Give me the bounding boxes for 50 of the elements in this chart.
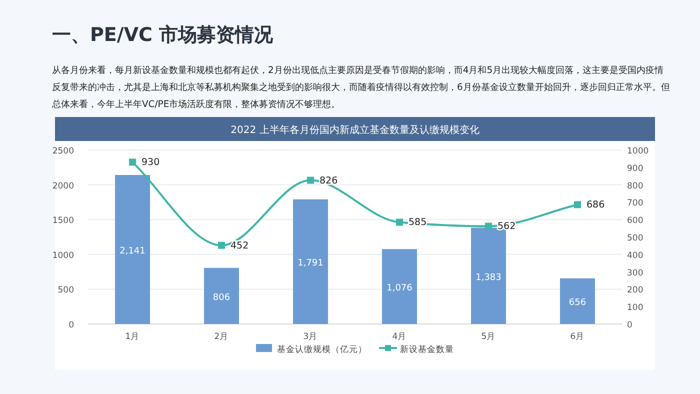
chart-title: 2022 上半年各月份国内新成立基金数量及认缴规模变化 <box>230 124 480 136</box>
y2-tick-label: 500 <box>627 234 644 244</box>
bar <box>204 268 239 324</box>
y2-tick-label: 600 <box>627 216 644 226</box>
bar <box>115 174 150 324</box>
y2-tick-label: 300 <box>627 268 644 278</box>
data-label: 452 <box>230 240 249 252</box>
y-tick-label: 2000 <box>52 181 74 192</box>
bar <box>471 228 506 324</box>
data-label: 1,076 <box>386 284 413 294</box>
data-label: 2,141 <box>120 246 146 256</box>
x-tick-label: 3月 <box>303 332 318 342</box>
y2-tick-label: 200 <box>627 286 644 296</box>
y-tick-label: 500 <box>58 286 74 296</box>
x-tick-label: 1月 <box>125 332 140 342</box>
y-tick-label: 1000 <box>52 250 74 261</box>
point <box>396 218 403 226</box>
legend-label: 新设基金数量 <box>400 344 454 355</box>
point <box>218 242 225 249</box>
x-tick-label: 2月 <box>214 332 229 342</box>
data-label: 686 <box>586 200 605 211</box>
y2-tick-label: 100 <box>627 303 644 314</box>
point <box>574 201 581 208</box>
data-label: 930 <box>142 157 160 168</box>
bar <box>382 249 417 324</box>
y2-tick-label: 0 <box>627 320 632 330</box>
y-tick-label: 2500 <box>52 146 74 156</box>
text: 一、PE/VC 市场募资情况 <box>52 23 274 48</box>
x-tick-label: 6月 <box>570 332 585 342</box>
x-tick-label: 4月 <box>392 332 407 342</box>
bar <box>560 278 595 324</box>
y-tick-label: 0 <box>68 320 74 330</box>
data-label: 826 <box>320 175 338 186</box>
data-label: 656 <box>568 298 586 308</box>
text: 从各月份来看，每月新设基金数量和规模也都有起伏，2月份出现低点主要原因是受春节假期的影响，而4月和5月出现较大幅度回落，这主要是受国内疫情反复带来的冲击，尤其是上海和北京等私募机构聚集之地受到的影响很大，而随着疫情得以有效控制，6月份基金设立数量开始回升，逐步回归正常水平。但总体来看，今年上半年VC/PE市场活跃度有限，整体募资情况不够理想。 <box>52 64 671 112</box>
data-label: 1,383 <box>476 272 502 283</box>
data-label: 1,791 <box>298 258 324 269</box>
legend-label: 基金认缴规模（亿元） <box>277 344 367 355</box>
data-label: 806 <box>212 292 230 303</box>
point <box>307 176 314 184</box>
point <box>485 222 492 230</box>
point <box>129 158 136 166</box>
y2-tick-label: 400 <box>627 250 644 261</box>
bar <box>293 199 328 324</box>
y-tick-label: 1500 <box>52 216 74 226</box>
y2-tick-label: 700 <box>627 198 644 209</box>
y2-tick-label: 800 <box>627 181 644 192</box>
y2-tick-label: 1000 <box>627 146 649 156</box>
y2-tick-label: 900 <box>627 164 644 174</box>
x-tick-label: 5月 <box>481 332 496 342</box>
